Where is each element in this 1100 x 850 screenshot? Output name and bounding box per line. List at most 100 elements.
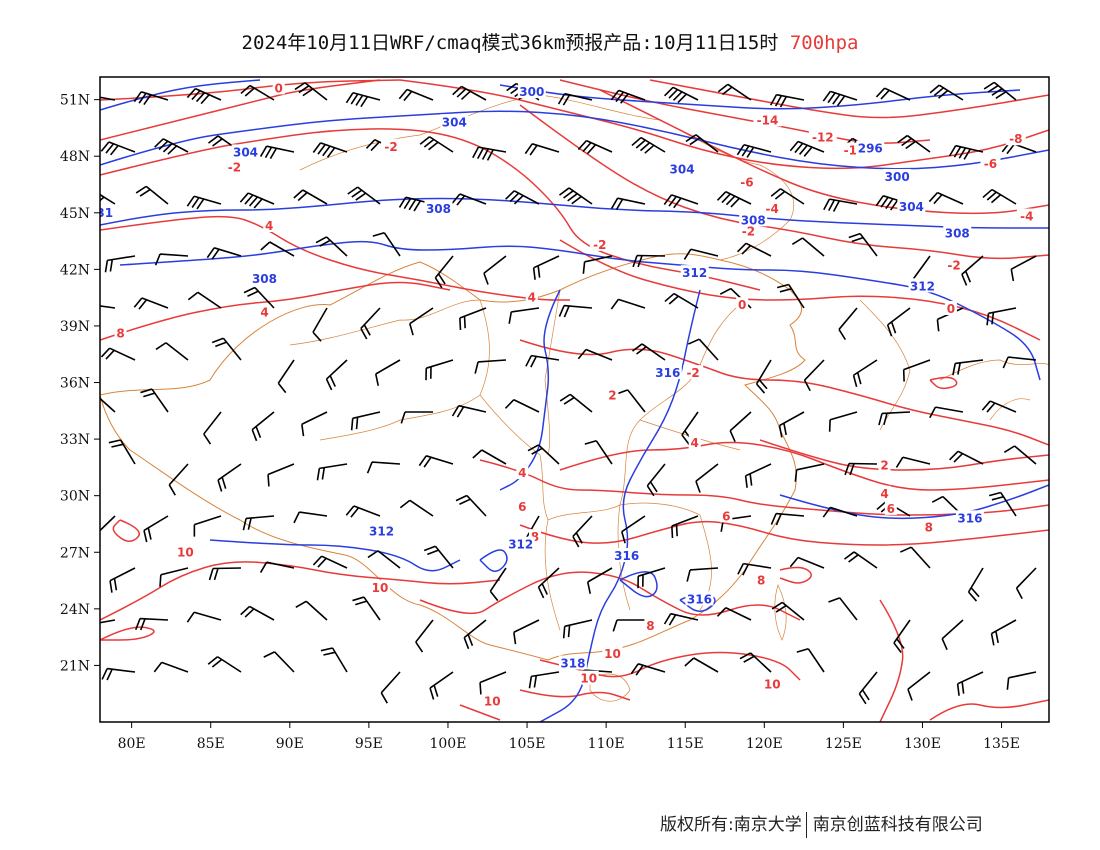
wind-barb — [843, 551, 878, 569]
height-label-bg — [250, 270, 279, 285]
wind-barb — [875, 87, 911, 101]
height-label-bg — [856, 140, 885, 155]
wind-barb — [1002, 356, 1037, 369]
wind-barb — [646, 463, 666, 497]
isotherm-line — [559, 441, 1049, 491]
isotherm-label-bg — [762, 676, 783, 691]
isotherm-label-bg — [272, 80, 285, 95]
wind-barb — [716, 191, 752, 208]
lon-label: 110E — [588, 736, 625, 752]
wind-barb — [988, 491, 1017, 517]
height-label-bg — [668, 161, 697, 176]
isotherm-label-bg — [525, 289, 538, 304]
wind-barb — [686, 567, 719, 582]
wind-barb — [524, 143, 560, 156]
isotherm-label-bg — [980, 155, 1001, 170]
isotherm-label-bg — [720, 508, 733, 523]
lon-label: 115E — [667, 736, 704, 752]
wind-barb — [419, 136, 454, 153]
isotherm-label: 4 — [265, 219, 273, 233]
isotherm-label-bg — [878, 457, 891, 472]
isotherm-label-bg — [263, 217, 276, 232]
isotherm-line — [519, 104, 1049, 260]
wind-barb — [621, 515, 646, 544]
lat-label: 39N — [60, 319, 90, 335]
wind-barb — [630, 663, 666, 676]
wind-barb — [100, 141, 136, 156]
wind-barb — [744, 463, 772, 488]
wind-barb — [902, 359, 931, 382]
isotherm-label: 10 — [580, 672, 597, 686]
height-label: 308 — [945, 227, 970, 241]
height-label-bg — [424, 201, 453, 216]
isotherm-label-bg — [578, 670, 599, 685]
wind-barb — [508, 307, 540, 324]
wind-barb — [187, 291, 222, 309]
isotherm-label: -4 — [1020, 210, 1033, 224]
wind-barb — [134, 617, 169, 631]
wind-barb — [823, 198, 858, 212]
wind-barb — [186, 195, 222, 210]
wind-barb — [796, 648, 825, 673]
wind-barb — [838, 307, 858, 341]
wind-barb — [360, 307, 381, 340]
wind-barb — [451, 193, 487, 206]
wind-barb — [472, 449, 507, 465]
wind-barb — [952, 359, 984, 376]
wind-barb — [852, 359, 878, 388]
isotherm-label: 8 — [116, 326, 124, 340]
taiwan-coast — [774, 584, 787, 641]
height-label: 300 — [885, 170, 910, 184]
lon-label: 85E — [197, 736, 225, 752]
wind-barb — [848, 232, 878, 257]
isotherm-label-bg — [755, 572, 768, 587]
wind-barb — [981, 400, 1017, 413]
wind-barb — [240, 605, 275, 621]
wind-barb — [154, 138, 189, 155]
wind-barb — [154, 253, 189, 266]
isotherm-label-bg — [884, 500, 897, 515]
wind-barb — [582, 255, 613, 274]
wind-barb — [610, 89, 646, 104]
isotherm-label: -8 — [1009, 132, 1022, 146]
wind-barb — [528, 671, 560, 689]
wind-barb — [822, 506, 858, 518]
wind-barb — [990, 619, 1017, 646]
height-label: 304 — [670, 162, 695, 176]
wind-barb — [584, 440, 613, 465]
isotherm-label: -6 — [984, 157, 997, 171]
wind-barb — [100, 397, 116, 413]
height-line — [209, 539, 461, 572]
isotherm-label-bg — [516, 499, 529, 513]
height-label-bg — [440, 114, 469, 129]
isotherm-label-bg — [175, 544, 196, 559]
isotherm-line — [459, 704, 501, 721]
wind-barb — [350, 411, 381, 431]
height-label: 316 — [655, 366, 680, 380]
wind-barb — [794, 463, 825, 482]
wind-barb — [135, 185, 169, 205]
wind-barb — [409, 307, 434, 336]
isotherm-label: 6 — [518, 500, 526, 514]
height-line — [779, 484, 1049, 520]
wind-barb — [347, 186, 381, 205]
height-line — [100, 110, 1049, 170]
wind-barb — [770, 512, 805, 526]
height-label-bg — [653, 365, 682, 380]
isotherm-line — [759, 439, 1049, 471]
wind-barb — [586, 567, 613, 594]
height-label: 308 — [426, 202, 451, 216]
wind-barb — [425, 359, 454, 381]
lon-label: 105E — [509, 736, 546, 752]
isotherm-label: -4 — [766, 202, 779, 216]
wind-barb — [562, 619, 593, 639]
isotherm-label-bg — [369, 580, 390, 595]
wind-barb — [664, 86, 699, 104]
wind-barb — [415, 619, 434, 653]
height-label-bg — [680, 265, 709, 280]
wind-barb — [398, 196, 434, 212]
korea-japan-coast — [859, 299, 1049, 431]
wind-barb — [695, 463, 719, 493]
copyright-footer: 版权所有:南京大学 南京创蓝科技有限公司 — [660, 810, 983, 838]
wind-barb — [769, 93, 805, 108]
